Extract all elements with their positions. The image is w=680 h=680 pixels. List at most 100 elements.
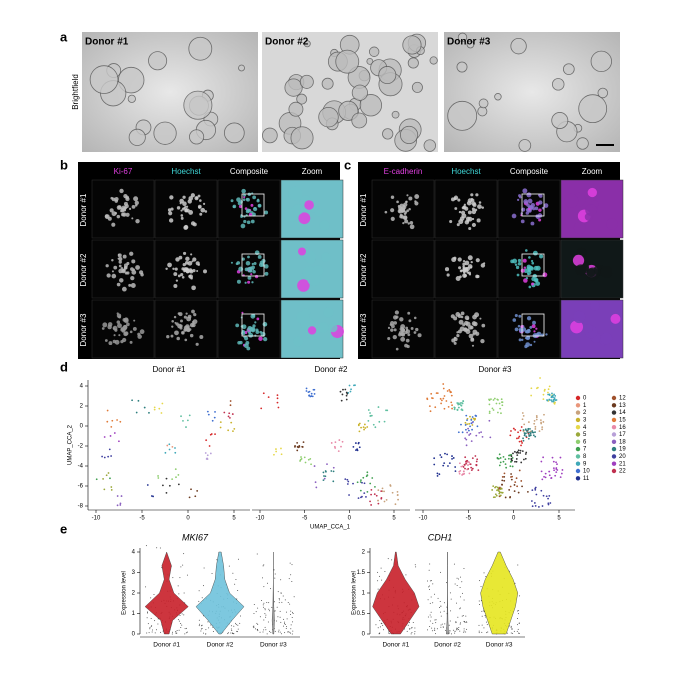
nucleus [128, 283, 132, 287]
cell-point [182, 419, 184, 422]
jitter-point [212, 631, 214, 633]
cell-point [219, 421, 222, 424]
nucleus [117, 253, 122, 258]
jitter-point [463, 630, 465, 632]
nucleus [528, 285, 532, 289]
nucleus [196, 270, 199, 273]
cell-point [445, 400, 448, 402]
organoid [510, 37, 527, 55]
cell-point [369, 412, 371, 414]
jitter-point [429, 620, 431, 622]
cell-point [443, 407, 446, 410]
nucleus [245, 260, 251, 266]
cell-point [262, 392, 265, 395]
cell-point [534, 431, 536, 433]
nucleus [184, 269, 188, 272]
nucleus [236, 261, 241, 265]
nucleus [254, 274, 259, 279]
cell-point [491, 489, 494, 491]
cell-point [491, 407, 494, 410]
cell-point [380, 490, 383, 493]
jitter-point [237, 590, 239, 592]
nucleus [235, 323, 240, 328]
x-tick-label: 5 [557, 516, 561, 522]
cell-point [462, 470, 465, 473]
nucleus [109, 208, 114, 213]
jitter-point [445, 582, 447, 584]
jitter-point [154, 620, 156, 622]
jitter-point [259, 616, 261, 618]
organoid [478, 98, 489, 109]
jitter-point [266, 582, 268, 584]
jitter-point [284, 621, 286, 623]
jitter-point [280, 592, 282, 594]
nucleus [190, 276, 193, 280]
nucleus [398, 330, 404, 336]
jitter-point [290, 624, 292, 626]
cell-point [465, 438, 468, 441]
cell-point [541, 426, 544, 429]
axis-label: UMAP_CCA_1 [310, 525, 351, 531]
cell-point [280, 447, 282, 450]
jitter-point [289, 632, 291, 634]
cell-point [109, 435, 112, 437]
cell-point [354, 384, 356, 387]
nucleus [531, 324, 536, 329]
cell-point [458, 472, 461, 475]
cell-point [338, 439, 341, 441]
nucleus [587, 187, 597, 198]
jitter-point [456, 577, 458, 579]
nucleus [246, 197, 250, 202]
jitter-point [186, 574, 188, 576]
cell-point [113, 432, 116, 434]
cell-point [545, 495, 548, 498]
jitter-point [429, 602, 431, 604]
cell-point [501, 476, 504, 478]
cell-point [507, 457, 510, 460]
organoid [262, 127, 278, 144]
jitter-point [232, 572, 234, 574]
nucleus [510, 259, 514, 264]
cell-point [209, 452, 212, 455]
cell-point [467, 464, 469, 466]
cell-point [332, 480, 335, 483]
nucleus [117, 257, 120, 260]
cell-point [492, 485, 495, 488]
nucleus [118, 260, 122, 264]
nucleus [139, 270, 144, 275]
cell-point [206, 410, 209, 413]
nucleus [181, 330, 185, 335]
jitter-point [455, 621, 457, 623]
nucleus [243, 343, 249, 349]
jitter-point [461, 592, 463, 594]
cell-point [498, 486, 501, 489]
cell-point [369, 415, 372, 417]
jitter-point [181, 624, 183, 626]
cell-point [470, 466, 473, 469]
jitter-point [264, 608, 266, 610]
jitter-point [481, 610, 483, 612]
jitter-point [284, 599, 286, 601]
column-header: Zoom [582, 167, 603, 176]
jitter-point [262, 606, 264, 608]
cell-point [554, 401, 556, 404]
cell-point [449, 391, 452, 394]
cell-point [488, 403, 491, 406]
violin [144, 551, 189, 635]
nucleus [319, 220, 330, 231]
jitter-point [428, 569, 430, 571]
jitter-point [518, 623, 520, 625]
organoid [296, 93, 308, 105]
jitter-point [264, 613, 266, 615]
cell-point [385, 409, 387, 412]
cell-point [361, 481, 363, 484]
organoid [399, 125, 419, 145]
jitter-point [178, 629, 180, 631]
cell-point [111, 419, 114, 422]
cell-point [550, 477, 553, 480]
nucleus [197, 263, 201, 266]
cell-point [454, 470, 457, 473]
cell-point [526, 490, 529, 493]
legend-swatch [575, 461, 581, 466]
jitter-point [263, 564, 265, 566]
